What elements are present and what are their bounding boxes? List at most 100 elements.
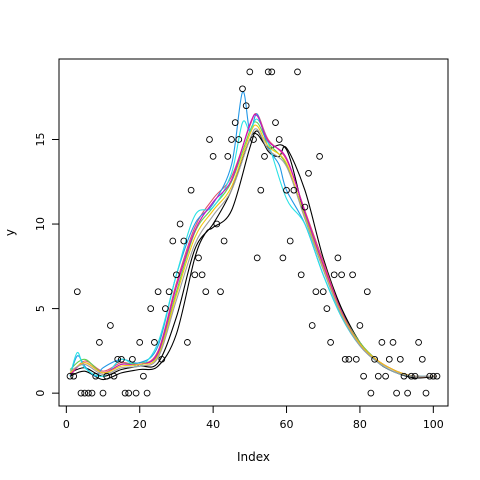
data-point	[297, 271, 305, 279]
data-point	[378, 339, 386, 346]
data-point	[154, 288, 162, 296]
data-point	[374, 372, 382, 380]
data-point	[107, 322, 114, 329]
data-point	[242, 102, 250, 110]
data-point	[147, 305, 155, 312]
data-point	[125, 389, 133, 397]
data-point	[85, 389, 92, 397]
data-point	[103, 372, 111, 380]
data-point	[349, 271, 356, 279]
data-point	[220, 237, 228, 245]
data-point	[264, 68, 272, 76]
data-point	[319, 288, 327, 296]
data-point	[404, 389, 411, 397]
data-point	[110, 372, 118, 380]
data-point	[198, 271, 206, 279]
data-point	[330, 271, 338, 279]
series-layer	[69, 91, 438, 381]
data-point	[323, 305, 331, 312]
data-point	[407, 372, 415, 380]
data-point	[396, 355, 404, 363]
data-point	[352, 355, 360, 363]
data-point	[279, 254, 287, 262]
data-point	[151, 339, 158, 346]
series-line-8	[69, 124, 438, 378]
data-point	[389, 339, 397, 346]
data-point	[66, 372, 74, 380]
data-point	[385, 355, 393, 363]
data-point	[132, 389, 140, 397]
data-point	[371, 355, 378, 363]
data-point	[92, 372, 100, 380]
data-point	[286, 237, 294, 245]
data-point	[73, 288, 81, 296]
data-point	[341, 355, 349, 363]
series-line-3	[69, 112, 438, 378]
data-point	[217, 288, 224, 296]
data-point	[301, 203, 309, 211]
data-point	[70, 372, 78, 380]
data-point	[143, 389, 151, 397]
data-point	[121, 389, 129, 397]
data-point	[411, 372, 419, 380]
data-point	[176, 220, 184, 228]
data-point	[239, 85, 246, 93]
data-point	[367, 389, 375, 397]
plot-frame	[58, 58, 449, 407]
data-point	[213, 220, 221, 228]
data-point	[235, 136, 243, 143]
data-point	[169, 237, 177, 245]
data-point	[305, 169, 312, 177]
data-point	[290, 186, 298, 194]
data-point	[187, 186, 195, 194]
data-point	[246, 68, 254, 76]
data-point	[88, 389, 96, 397]
data-point	[253, 254, 261, 262]
x-axis: 0 20 40 60 80 100	[63, 405, 444, 431]
x-axis-label: Index	[237, 450, 270, 464]
data-point	[209, 153, 217, 160]
data-point	[272, 119, 279, 126]
x-tick-label: 40	[206, 418, 220, 431]
data-point	[162, 305, 169, 312]
data-point	[275, 136, 283, 143]
data-point	[129, 355, 136, 363]
y-axis: 0 5 10 15	[34, 132, 60, 397]
data-point	[206, 136, 213, 143]
data-point	[224, 153, 232, 160]
data-point	[228, 136, 235, 143]
data-point	[261, 153, 268, 160]
data-point	[191, 271, 199, 279]
x-tick-label: 100	[423, 418, 444, 431]
y-tick-label: 15	[34, 132, 47, 146]
data-point	[140, 372, 147, 380]
data-point	[136, 339, 144, 346]
data-point	[114, 355, 122, 363]
data-point	[195, 254, 202, 262]
data-point	[81, 389, 89, 397]
data-point	[418, 355, 426, 363]
series-line-2	[69, 130, 438, 381]
data-point	[400, 372, 408, 380]
x-tick-label: 0	[63, 418, 70, 431]
y-tick-label: 10	[34, 217, 47, 231]
data-point	[257, 186, 265, 194]
data-point	[250, 136, 257, 143]
data-point	[283, 186, 290, 194]
data-point	[363, 288, 371, 296]
x-tick-label: 80	[353, 418, 367, 431]
series-line-9	[69, 128, 438, 378]
data-point	[308, 322, 316, 329]
data-point	[77, 389, 85, 397]
data-point	[312, 288, 320, 296]
data-point	[356, 322, 364, 329]
data-point	[345, 355, 353, 363]
data-point	[294, 68, 301, 76]
y-tick-label: 5	[34, 305, 47, 312]
data-point	[99, 389, 107, 397]
data-point	[382, 372, 389, 380]
data-point	[173, 271, 180, 279]
y-tick-label: 0	[34, 390, 47, 397]
points-layer	[66, 68, 441, 397]
